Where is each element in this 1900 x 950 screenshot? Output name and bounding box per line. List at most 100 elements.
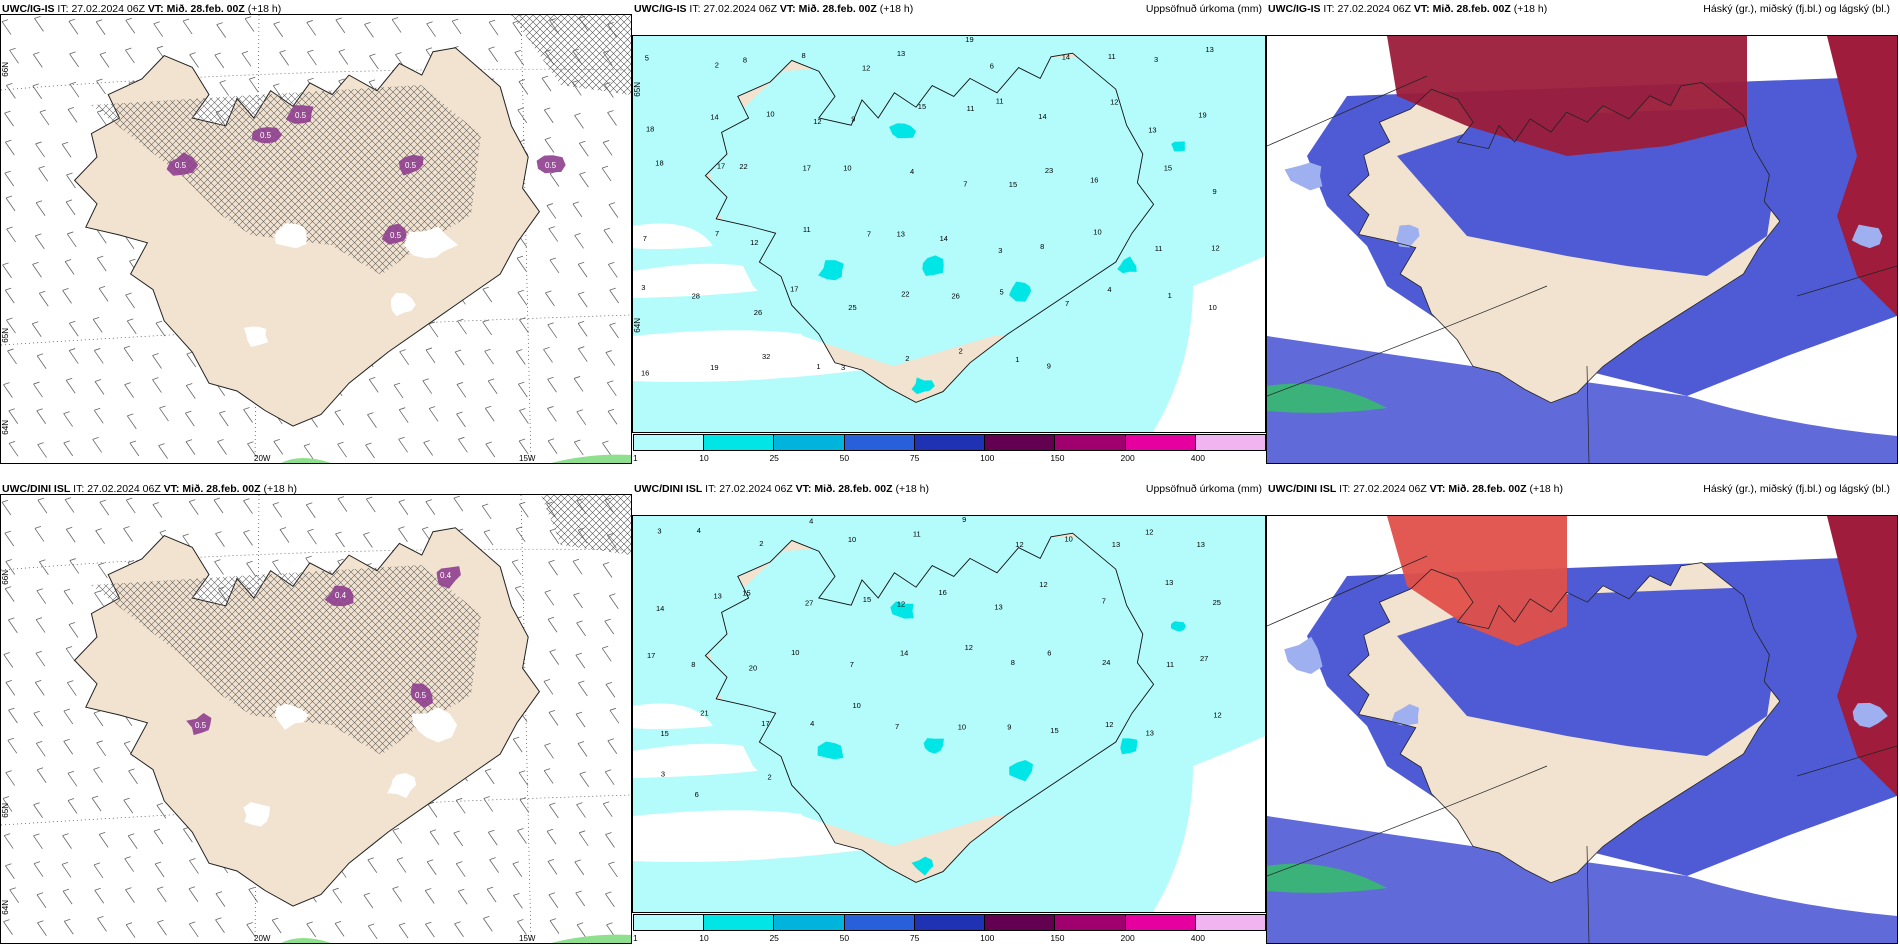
high-cloud-edge — [1827, 516, 1897, 796]
lat-label-64: 64N — [1, 420, 10, 435]
colorbar-swatch — [1054, 434, 1126, 451]
precip-value: 3 — [641, 283, 645, 292]
map-area — [1267, 516, 1897, 943]
precip-value: 15 — [742, 589, 750, 598]
precip-value: 4 — [809, 517, 813, 526]
precip-value: 16 — [939, 588, 947, 597]
init-time: 27.02.2024 06Z — [1337, 3, 1411, 15]
precip-value: 10 — [1093, 227, 1101, 236]
precip-value: 7 — [867, 229, 871, 238]
panel-title: Háský (gr.), miðský (fj.bl.) og lágský (… — [1703, 483, 1890, 495]
lat-label-65: 65N — [1, 328, 10, 343]
snow-patch — [410, 683, 433, 708]
panel-bottom-cloud: UWC/DINI ISL IT: 27.02.2024 06Z VT: Mið.… — [1266, 480, 1900, 950]
precip-value: 13 — [897, 49, 905, 58]
precip-cell — [1170, 621, 1186, 632]
precip-value: 7 — [1102, 597, 1106, 606]
precip-value: 10 — [848, 535, 856, 544]
precip-cell — [818, 260, 844, 281]
precip-value: 32 — [762, 352, 770, 361]
precip-value: 8 — [1011, 658, 1015, 667]
colorbar-swatch — [633, 434, 705, 451]
lon-label-15w: 15W — [519, 934, 536, 943]
precip-cell — [1009, 760, 1033, 782]
map-frame — [1266, 515, 1898, 944]
precip-value: 14 — [1038, 112, 1046, 121]
precip-value: 11 — [1155, 244, 1163, 253]
valid-time: Mið. 28.feb. 00Z — [1448, 483, 1527, 495]
precip-value: 23 — [1045, 166, 1053, 175]
precip-value: 12 — [1015, 540, 1023, 549]
precip-value: 27 — [1200, 654, 1208, 663]
colorbar-swatch — [843, 434, 915, 451]
init-label: IT: — [57, 3, 69, 15]
map-frame — [632, 35, 1266, 433]
model-name: UWC/IG-IS — [634, 3, 687, 15]
valid-time: Mið. 28.feb. 00Z — [1432, 3, 1511, 15]
colorbar-tick: 50 — [839, 933, 850, 943]
precip-value: 12 — [897, 599, 905, 608]
snow-patch — [324, 585, 354, 607]
colorbar-tick: 150 — [1050, 453, 1065, 463]
precip-value: 3 — [841, 363, 845, 372]
lat-label-64: 64N — [1, 900, 10, 915]
precip-value: 6 — [1047, 648, 1051, 657]
colorbar-tick: 200 — [1120, 933, 1135, 943]
colorbar-tick: 25 — [769, 933, 779, 943]
map-area: 3 4 2 4 10 11 9 12 10 13 12 13 14 13 15 27 15 12 16 13 12 7 13… — [633, 516, 1265, 912]
panel-header: UWC/DINI ISL IT: 27.02.2024 06Z VT: Mið.… — [1268, 480, 1896, 498]
lon-label-20w: 20W — [254, 454, 271, 463]
colorbar-swatch — [703, 434, 775, 451]
map-svg — [1267, 36, 1897, 463]
precip-cell — [1120, 738, 1138, 755]
colorbar-tick: 100 — [980, 453, 995, 463]
high-cloud-edge — [1827, 36, 1897, 316]
colorbar-tick: 50 — [839, 453, 850, 463]
precip-value: 2 — [759, 539, 763, 548]
precip-value: 10 — [853, 701, 861, 710]
lon-label-15w: 15W — [519, 454, 536, 463]
colorbar-swatch — [633, 914, 705, 931]
low-cloud — [1267, 336, 1897, 463]
precip-value: 7 — [850, 660, 854, 669]
map-svg — [1267, 516, 1897, 943]
precip-value: 20 — [749, 664, 757, 673]
init-label: IT: — [705, 483, 717, 495]
precip-value: 7 — [643, 234, 647, 243]
valid-label: VT: — [779, 3, 796, 15]
valid-time: Mið. 28.feb. 00Z — [182, 483, 261, 495]
colorbar-tick: 1 — [633, 933, 638, 943]
precip-value: 22 — [901, 290, 909, 299]
precip-value: 12 — [1145, 528, 1153, 537]
snow-patch — [436, 566, 461, 589]
high-cloud — [1387, 516, 1567, 646]
precip-value: 14 — [710, 113, 718, 122]
precip-cell — [923, 738, 944, 754]
colorbar-swatch — [1194, 914, 1266, 931]
precip-value: 11 — [803, 225, 811, 234]
map-frame — [632, 515, 1266, 913]
colorbar-swatch — [984, 434, 1056, 451]
precip-value: 25 — [1213, 598, 1221, 607]
precip-value: 10 — [1065, 535, 1073, 544]
precip-value: 15 — [1164, 164, 1172, 173]
colorbar-swatch — [773, 914, 845, 931]
precip-value: 28 — [692, 292, 700, 301]
precip-value: 12 — [1110, 97, 1118, 106]
map-area: 0.4 0.5 0.4 0.5 — [1, 495, 631, 943]
precip-value: 22 — [739, 162, 747, 171]
precip-value: 10 — [843, 164, 851, 173]
colorbar-swatch — [1054, 914, 1126, 931]
model-name: UWC/DINI ISL — [2, 483, 71, 495]
coastline — [704, 52, 1155, 403]
panel-title: Uppsöfnuð úrkoma (mm) — [1145, 483, 1262, 495]
lat-label-66: 66N — [1, 570, 10, 585]
precip-value: 10 — [766, 110, 774, 119]
panel-title: Uppsöfnuð úrkoma (mm) — [1145, 3, 1262, 15]
lat-label-64: 64N — [633, 318, 642, 333]
colorbar: 1 10 25 50 75 100 150 200 400 — [633, 914, 1266, 948]
precip-value: 18 — [655, 158, 663, 167]
init-time: 27.02.2024 06Z — [703, 3, 777, 15]
precip-value: 10 — [1209, 303, 1217, 312]
precip-value: 2 — [715, 60, 719, 69]
